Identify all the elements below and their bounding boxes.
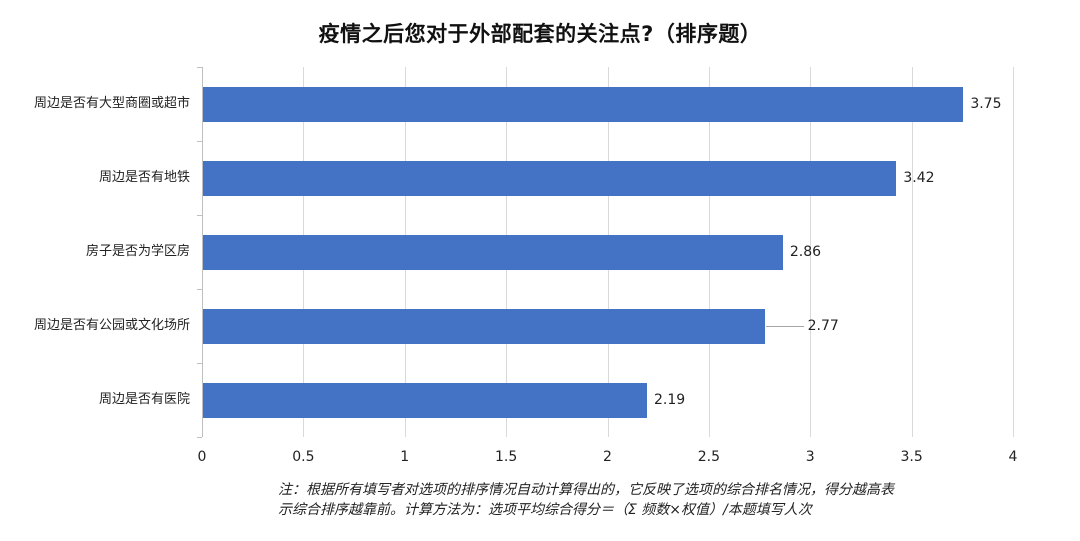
- category-label: 房子是否为学区房: [85, 244, 190, 259]
- x-tick-label: 1.5: [494, 449, 518, 465]
- plot-area: 3.75 3.42 2.86 2.77 2.19: [197, 67, 1014, 438]
- value-label: 2.77: [807, 318, 839, 334]
- y-tick-mark: [197, 289, 202, 290]
- value-label: 2.86: [789, 244, 822, 260]
- x-tick-label: 2: [603, 449, 612, 465]
- x-tick-label: 0.5: [292, 449, 315, 465]
- bar: [203, 86, 964, 122]
- bar: [203, 160, 897, 196]
- gridline: [810, 67, 812, 437]
- bar: [203, 234, 783, 270]
- y-tick-mark: [197, 363, 202, 364]
- category-label: 周边是否有大型商圈或超市: [33, 96, 190, 111]
- value-label: 3.75: [970, 96, 1002, 112]
- footnote-line-1: 注：根据所有填写者对选项的排序情况自动计算得出的，它反映了选项的综合排名情况，得…: [278, 482, 894, 498]
- y-tick-mark: [197, 141, 202, 142]
- category-label: 周边是否有地铁: [98, 170, 190, 185]
- footnote-line-2: 示综合排序越靠前。计算方法为：选项平均综合得分＝（Σ 频数×权值）/本题填写人次: [278, 502, 812, 518]
- y-tick-mark: [197, 437, 202, 438]
- x-tick-label: 1: [400, 449, 410, 465]
- y-tick-mark: [197, 67, 202, 68]
- category-label: 周边是否有医院: [98, 392, 190, 407]
- x-tick-label: 2.5: [697, 449, 720, 465]
- bar: [203, 308, 765, 344]
- gridline: [1013, 67, 1014, 437]
- gridline: [911, 67, 913, 437]
- category-label: 周边是否有公园或文化场所: [33, 318, 190, 333]
- footnote: 注：根据所有填写者对选项的排序情况自动计算得出的，它反映了选项的综合排名情况，得…: [278, 480, 1038, 520]
- y-tick-mark: [197, 215, 202, 216]
- x-tick-label: 3: [805, 449, 815, 465]
- value-label: 2.19: [654, 392, 686, 408]
- label-leader-line: [765, 326, 804, 327]
- chart-title: 疫情之后您对于外部配套的关注点?（排序题）: [318, 22, 762, 46]
- bar: [203, 382, 648, 418]
- x-tick-label: 3.5: [900, 449, 923, 465]
- x-tick-label: 4: [1008, 449, 1018, 465]
- y-axis-line: [202, 67, 203, 437]
- value-label: 3.42: [903, 170, 935, 186]
- x-tick-label: 0: [197, 449, 207, 465]
